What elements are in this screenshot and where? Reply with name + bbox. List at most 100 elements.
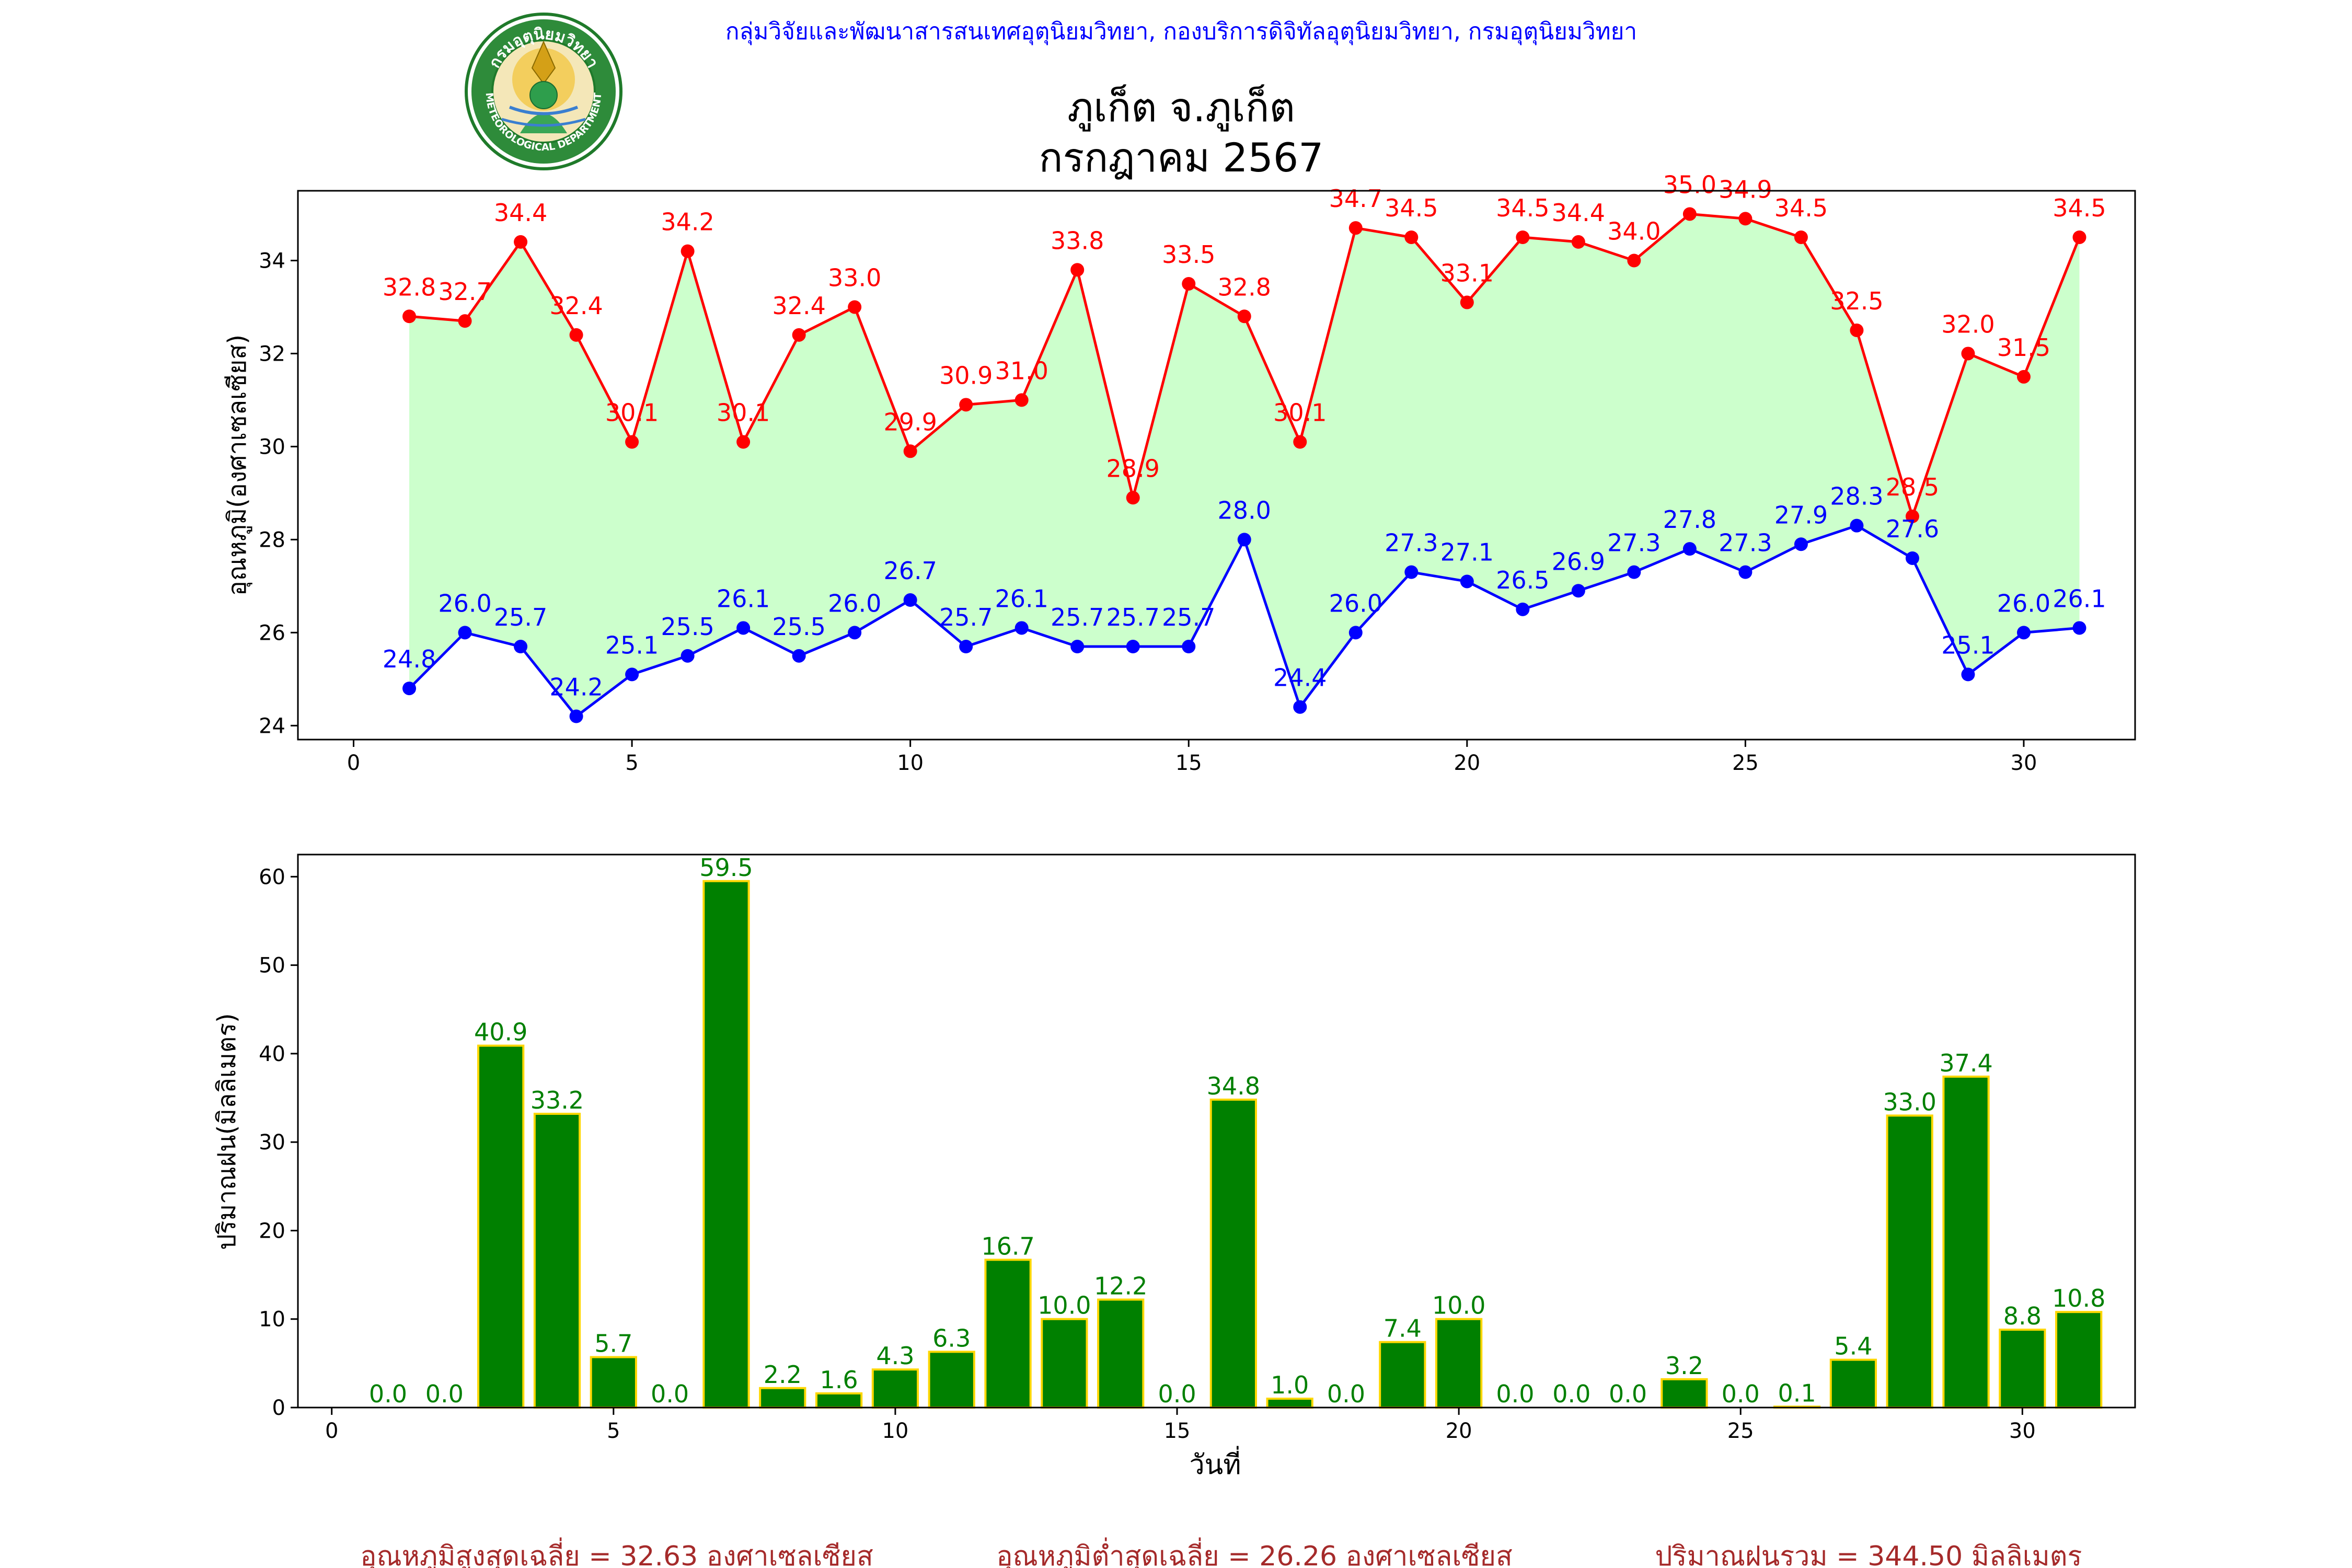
average-min-temperature: อุณหภูมิต่ำสุดเฉลี่ย = 26.26 องศาเซลเซีย…	[996, 1537, 1512, 1568]
max-temperature-point	[1571, 235, 1585, 249]
min-temperature-label: 27.9	[1774, 501, 1828, 529]
rainfall-value-label: 7.4	[1383, 1315, 1422, 1343]
min-temperature-label: 25.7	[939, 603, 993, 631]
max-temperature-label: 34.4	[494, 199, 547, 227]
rainfall-value-label: 40.9	[474, 1018, 527, 1046]
temperature-plot-frame	[297, 190, 2136, 741]
min-temperature-point	[458, 626, 472, 640]
max-temperature-label: 35.0	[1663, 170, 1716, 199]
min-temperature-point	[681, 649, 695, 663]
max-temperature-point	[1237, 309, 1251, 324]
min-temperature-label: 26.0	[1997, 589, 2050, 617]
rainfall-y-axis-label: ปริมาณฝน(มิลลิเมตร)	[212, 1013, 241, 1250]
temperature-y-tick-label: 24	[259, 714, 285, 738]
rainfall-bar	[2055, 1311, 2103, 1409]
temperature-x-tick-label: 10	[897, 751, 924, 775]
min-temperature-label: 24.8	[383, 645, 436, 673]
rainfall-bar	[984, 1259, 1032, 1409]
rainfall-value-label: 0.0	[1609, 1380, 1647, 1408]
min-temperature-label: 26.5	[1496, 566, 1549, 594]
min-temperature-label: 26.7	[883, 557, 937, 585]
rainfall-chart: 0.0 0.0 40.9 33.2 5.7 0.0 59.5 2.2 1.6 4.3 6.3 16.7…	[212, 854, 2136, 1481]
min-temperature-label: 25.7	[1051, 603, 1104, 631]
min-temperature-label: 25.7	[494, 603, 547, 631]
max-temperature-point	[1460, 295, 1474, 309]
max-temperature-label: 32.8	[383, 273, 436, 301]
max-temperature-label: 33.5	[1162, 240, 1215, 269]
max-temperature-point	[681, 244, 695, 258]
max-temperature-point	[1404, 230, 1419, 244]
min-temperature-point	[736, 621, 751, 635]
max-temperature-label: 30.1	[717, 399, 770, 427]
max-temperature-label: 32.4	[772, 292, 825, 320]
rainfall-value-label: 0.1	[1778, 1379, 1816, 1407]
rainfall-value-label: 34.8	[1207, 1072, 1260, 1100]
min-temperature-point	[1460, 574, 1474, 589]
max-temperature-point	[1293, 435, 1307, 449]
max-temperature-label: 32.0	[1941, 310, 1994, 338]
min-temperature-label: 26.1	[995, 584, 1048, 613]
chart-title-line1: ภูเก็ต จ.ภูเก็ต	[1067, 84, 1295, 132]
min-temperature-label: 27.1	[1440, 538, 1494, 566]
min-temperature-label: 27.6	[1886, 515, 1939, 543]
temperature-chart: 0 5 10 15 20 25 30 24 26 28 30 32 34 32.8 24.8 32.7 26…	[223, 170, 2136, 775]
min-temperature-point	[1126, 640, 1140, 654]
rainfall-value-label: 0.0	[1722, 1380, 1760, 1408]
temperature-y-axis: 24 26 28 30 32 34	[259, 249, 298, 738]
max-temperature-label: 31.0	[995, 356, 1048, 385]
rainfall-value-label: 8.8	[2003, 1302, 2042, 1330]
max-temperature-label: 28.5	[1886, 473, 1939, 501]
min-temperature-point	[1905, 551, 1919, 565]
rainfall-x-tick-label: 25	[1727, 1419, 1754, 1443]
rainfall-bar	[759, 1387, 806, 1409]
rainfall-x-tick-label: 20	[1446, 1419, 1472, 1443]
min-temperature-label: 25.5	[661, 613, 714, 641]
rainfall-x-tick-label: 0	[325, 1419, 338, 1443]
min-temperature-point	[1348, 626, 1363, 640]
rainfall-bar	[477, 1044, 525, 1409]
min-temperature-point	[1293, 700, 1307, 714]
max-temperature-label: 34.5	[2053, 194, 2106, 222]
rainfall-y-tick-label: 40	[259, 1042, 285, 1066]
max-temperature-label: 32.4	[549, 292, 603, 320]
rainfall-y-tick-label: 30	[259, 1131, 285, 1155]
meteorological-department-logo: กรมอุตุนิยมวิทยา METEOROLOGICAL DEPARTME…	[465, 13, 622, 170]
min-temperature-point	[1794, 537, 1808, 551]
max-temperature-label: 34.5	[1774, 194, 1828, 222]
rainfall-x-axis-label: วันที่	[1189, 1446, 1241, 1481]
min-temperature-label: 24.4	[1273, 664, 1327, 692]
min-temperature-point	[1014, 621, 1029, 635]
max-temperature-label: 34.9	[1719, 175, 1772, 203]
rainfall-value-label: 59.5	[699, 854, 753, 882]
rainfall-value-label: 6.3	[932, 1324, 971, 1352]
rainfall-bar	[1041, 1318, 1088, 1409]
min-temperature-point	[792, 649, 806, 663]
max-temperature-point	[1682, 207, 1697, 221]
rainfall-y-tick-label: 20	[259, 1219, 285, 1243]
min-temperature-point	[1182, 640, 1196, 654]
max-temperature-point	[1126, 491, 1140, 505]
min-temperature-label: 25.7	[1106, 603, 1160, 631]
min-temperature-point	[569, 709, 583, 723]
rainfall-value-label: 0.0	[1552, 1380, 1590, 1408]
temperature-x-axis: 0 5 10 15 20 25 30	[347, 740, 2037, 775]
rainfall-x-tick-label: 30	[2009, 1419, 2036, 1443]
min-temperature-point	[1850, 518, 1864, 533]
max-temperature-point	[1348, 221, 1363, 235]
rainfall-value-label: 4.3	[876, 1342, 914, 1370]
min-temperature-label: 27.3	[1607, 529, 1661, 557]
max-temperature-point	[1905, 509, 1919, 523]
temperature-x-tick-label: 20	[1454, 751, 1480, 775]
min-temperature-point	[1627, 565, 1641, 579]
rainfall-value-label: 2.2	[764, 1361, 802, 1389]
max-temperature-label: 29.9	[883, 408, 937, 436]
rainfall-y-axis: 0 10 20 30 40 50 60	[259, 865, 298, 1420]
rainfall-bar	[1829, 1358, 1877, 1409]
max-temperature-point	[1014, 393, 1029, 407]
max-temperature-label: 33.8	[1051, 226, 1104, 255]
rainfall-value-label: 1.0	[1271, 1371, 1309, 1399]
temperature-y-tick-label: 28	[259, 528, 285, 552]
max-temperature-label: 32.5	[1830, 287, 1883, 315]
rainfall-value-label: 0.0	[1158, 1380, 1196, 1408]
rainfall-value-label: 0.0	[651, 1380, 689, 1408]
